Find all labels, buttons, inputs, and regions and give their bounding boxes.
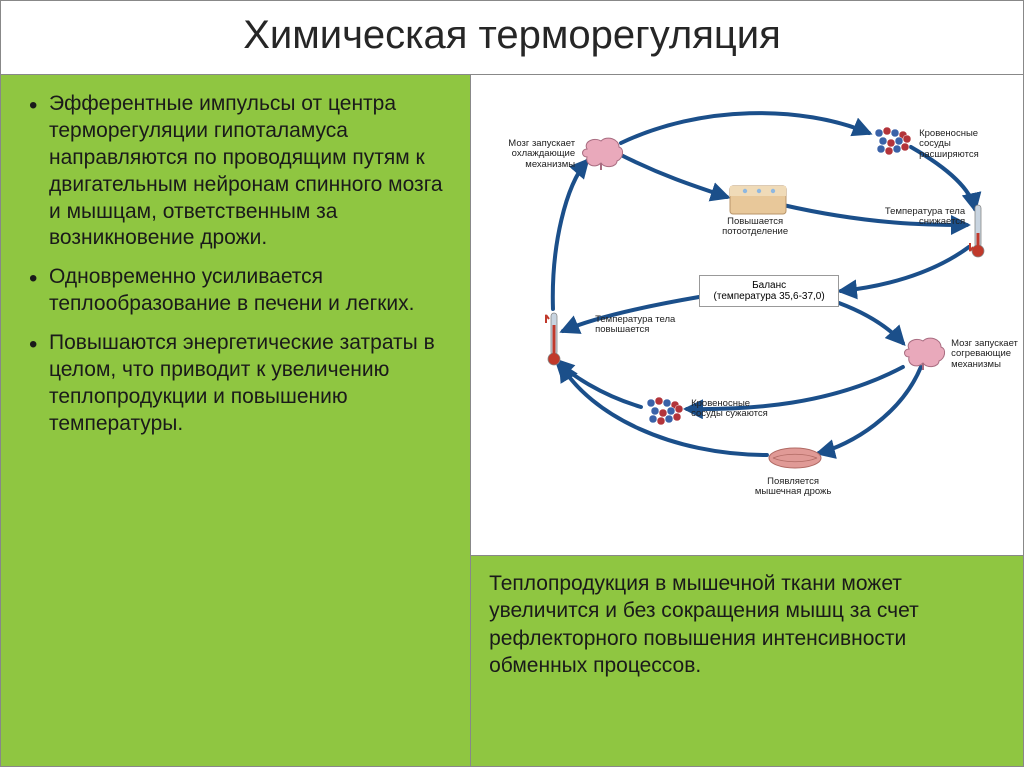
flow-arrow <box>621 155 727 197</box>
node-brain-tl <box>579 135 625 174</box>
flow-arrow <box>553 161 587 309</box>
node-label-vessels-tr: Кровеносные сосуды расширяются <box>919 129 1011 160</box>
node-brain-br <box>901 335 947 374</box>
right-column: Баланс(температура 35,6-37,0) Мозг запуск… <box>471 75 1023 766</box>
thermo-icon <box>969 203 987 259</box>
thermoregulation-diagram: Баланс(температура 35,6-37,0) Мозг запуск… <box>471 75 1023 556</box>
vessels-icon <box>869 125 917 159</box>
node-label-vessels-bl: Кровеносные сосуды сужаются <box>691 399 783 420</box>
bullet-item: Повышаются энергетические затраты в цело… <box>29 330 452 438</box>
node-label-skin: Повышается потоотделение <box>709 217 801 238</box>
bullet-item: Одновременно усиливается теплообразовани… <box>29 264 452 318</box>
bottom-text-box: Теплопродукция в мышечной ткани может ув… <box>471 556 1023 766</box>
node-thermo-bl <box>545 311 563 370</box>
node-vessels-bl <box>641 395 689 432</box>
brain-icon <box>579 135 625 171</box>
node-vessels-tr <box>869 125 917 162</box>
flow-arrow <box>557 361 641 407</box>
slide-title: Химическая терморегуляция <box>1 13 1023 58</box>
node-label-thermo-bl: Температура тела повышается <box>595 315 687 336</box>
skin-icon <box>729 185 787 215</box>
brain-icon <box>901 335 947 371</box>
muscle-icon <box>767 445 823 471</box>
node-label-brain-tl: Мозг запускает охлаждающие механизмы <box>483 139 575 170</box>
slide: Химическая терморегуляция Эфферентные им… <box>0 0 1024 767</box>
thermo-icon <box>545 311 563 367</box>
balance-line2: (температура 35,6-37,0) <box>706 291 832 302</box>
node-label-muscle: Появляется мышечная дрожь <box>747 477 839 498</box>
balance-line1: Баланс <box>706 280 832 291</box>
content-area: Эфферентные импульсы от центра терморегу… <box>1 75 1023 766</box>
vessels-icon <box>641 395 689 429</box>
flow-arrow <box>839 303 903 343</box>
bullet-item: Эфферентные импульсы от центра терморегу… <box>29 91 452 252</box>
balance-box: Баланс(температура 35,6-37,0) <box>699 275 839 307</box>
flow-arrow <box>819 367 921 453</box>
left-column: Эфферентные импульсы от центра терморегу… <box>1 75 471 766</box>
node-label-thermo-tr: Температура тела снижается <box>873 207 965 228</box>
flow-arrow <box>621 113 869 143</box>
node-muscle <box>767 445 823 474</box>
node-thermo-tr <box>969 203 987 262</box>
flow-arrow <box>841 247 969 291</box>
node-label-brain-br: Мозг запускает согревающие механизмы <box>951 339 1023 370</box>
title-bar: Химическая терморегуляция <box>1 1 1023 75</box>
bullet-list: Эфферентные импульсы от центра терморегу… <box>29 91 452 438</box>
node-skin <box>729 185 787 218</box>
